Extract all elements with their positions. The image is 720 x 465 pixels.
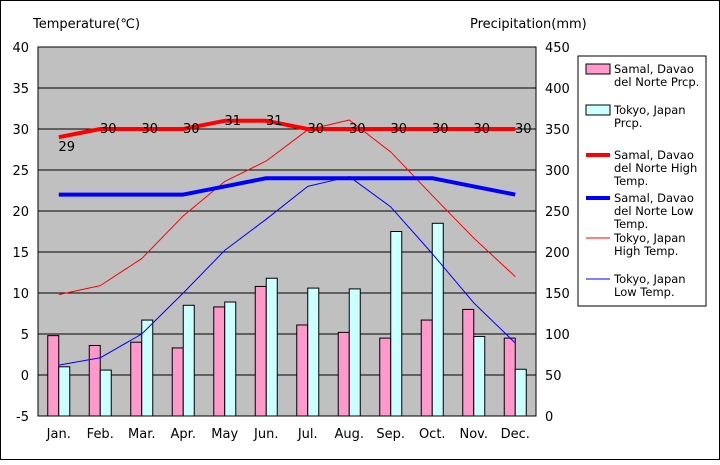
precipitation-bar <box>431 222 444 417</box>
precipitation-bar <box>58 366 71 417</box>
precipitation-bar <box>88 344 101 417</box>
x-tick-label: Jun. <box>253 427 278 442</box>
right-tick-label: 250 <box>545 205 570 220</box>
x-tick-label: Aug. <box>334 427 364 442</box>
legend-swatch <box>585 104 611 116</box>
right-tick-label: 100 <box>545 328 570 343</box>
precipitation-bar <box>379 337 392 417</box>
legend-swatch <box>585 63 611 75</box>
legend-label: Samal, Davao <box>614 148 694 162</box>
precipitation-bar <box>514 368 527 417</box>
data-label: 31 <box>266 114 283 129</box>
precipitation-bar <box>390 231 403 417</box>
left-tick-label: 0 <box>21 369 29 384</box>
precipitation-bar <box>307 287 320 417</box>
data-label: 30 <box>473 122 490 137</box>
precipitation-bar <box>265 277 278 417</box>
data-label: 30 <box>432 122 449 137</box>
precipitation-bar <box>141 319 154 417</box>
legend-label: Tokyo, Japan <box>613 103 686 117</box>
x-tick-label: Dec. <box>501 427 530 442</box>
legend-box <box>577 55 707 307</box>
left-tick-label: -5 <box>16 410 29 425</box>
right-tick-label: 300 <box>545 164 570 179</box>
precipitation-bar <box>130 341 143 417</box>
x-tick-label: May <box>211 427 238 442</box>
precipitation-bar <box>296 324 309 417</box>
x-tick-label: Feb. <box>87 427 114 442</box>
precipitation-bar <box>420 319 433 417</box>
legend-label: del Norte Prcp. <box>614 75 699 89</box>
x-tick-label: Sep. <box>376 427 405 442</box>
plot-area <box>38 47 536 416</box>
x-tick-label: Oct. <box>419 427 446 442</box>
right-tick-label: 0 <box>545 410 553 425</box>
right-tick-label: 50 <box>545 369 562 384</box>
precipitation-bar <box>473 335 486 417</box>
plot-border <box>37 46 537 417</box>
precipitation-bar <box>224 301 237 417</box>
x-tick-label: Apr. <box>171 427 196 442</box>
precipitation-bar <box>462 308 475 417</box>
right-axis-title: Precipitation(mm) <box>470 17 587 32</box>
precipitation-bar <box>337 331 350 417</box>
precipitation-bar <box>182 304 195 417</box>
data-label: 30 <box>183 122 200 137</box>
left-tick-label: 10 <box>12 287 29 302</box>
left-tick-label: 25 <box>12 164 29 179</box>
legend-label: Prcp. <box>614 116 643 130</box>
data-label: 30 <box>515 122 532 137</box>
data-label: 30 <box>141 122 158 137</box>
data-label: 30 <box>390 122 407 137</box>
temperature-line <box>58 176 516 366</box>
temperature-line <box>58 118 516 140</box>
left-tick-label: 5 <box>21 328 29 343</box>
left-axis-title: Temperature(℃) <box>32 17 140 32</box>
legend-label: del Norte High <box>614 161 697 175</box>
right-tick-label: 200 <box>545 246 570 261</box>
right-tick-label: 350 <box>545 123 570 138</box>
x-tick-label: Nov. <box>460 427 489 442</box>
precipitation-bar <box>348 288 361 417</box>
legend-label: Tokyo, Japan <box>613 272 686 286</box>
right-tick-label: 150 <box>545 287 570 302</box>
left-tick-label: 20 <box>12 205 29 220</box>
data-label: 29 <box>58 140 75 155</box>
data-label: 31 <box>224 114 241 129</box>
left-tick-label: 30 <box>12 123 29 138</box>
right-tick-label: 400 <box>545 82 570 97</box>
precipitation-bar <box>254 285 267 417</box>
left-tick-label: 35 <box>12 82 29 97</box>
temperature-line <box>58 176 516 197</box>
legend-label: Low Temp. <box>614 285 675 299</box>
x-tick-label: Mar. <box>128 427 155 442</box>
legend-label: High Temp. <box>614 244 678 258</box>
legend-label: Samal, Davao <box>614 191 694 205</box>
legend-label: del Norte Low <box>614 204 693 218</box>
legend-label: Temp. <box>613 217 648 231</box>
left-tick-label: 40 <box>12 41 29 56</box>
precipitation-bar <box>503 337 516 417</box>
temperature-line <box>58 119 516 296</box>
right-tick-label: 450 <box>545 41 570 56</box>
left-tick-label: 15 <box>12 246 29 261</box>
data-label: 30 <box>307 122 324 137</box>
precipitation-bar <box>99 369 112 417</box>
x-tick-label: Jul. <box>297 427 318 442</box>
legend-label: Samal, Davao <box>614 62 694 76</box>
x-tick-label: Jan. <box>46 427 71 442</box>
data-label: 30 <box>100 122 117 137</box>
precipitation-bar <box>171 347 184 417</box>
precipitation-bar <box>213 306 226 417</box>
precipitation-bar <box>47 335 60 417</box>
legend-label: Temp. <box>613 174 648 188</box>
legend-label: Tokyo, Japan <box>613 231 686 245</box>
data-label: 30 <box>349 122 366 137</box>
